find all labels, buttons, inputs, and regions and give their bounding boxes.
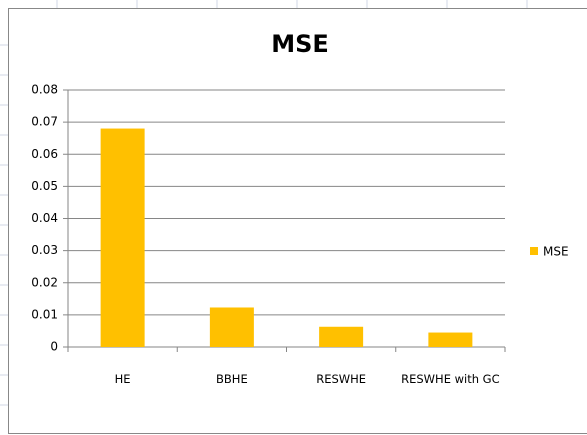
y-tick-label: 0.04 bbox=[31, 211, 58, 225]
x-tick-label-box: RESWHE with GC bbox=[401, 372, 500, 386]
y-tick-label: 0.05 bbox=[31, 179, 58, 193]
y-tick-label: 0.07 bbox=[31, 115, 58, 129]
chart-area bbox=[8, 8, 587, 434]
x-tick-label: RESWHE with GC bbox=[401, 372, 500, 386]
bar bbox=[319, 326, 364, 347]
legend-swatch bbox=[530, 247, 538, 255]
x-tick-label-box: BBHE bbox=[216, 372, 248, 386]
legend-label: MSE bbox=[543, 245, 569, 259]
x-tick-label-box: HE bbox=[114, 372, 131, 386]
sheet-lines bbox=[0, 0, 528, 406]
y-tick-label: 0.06 bbox=[31, 147, 58, 161]
x-tick-label: RESWHE bbox=[316, 372, 367, 386]
x-tick-label-box: RESWHE bbox=[316, 372, 367, 386]
y-tick-label: 0.01 bbox=[31, 307, 58, 321]
bar bbox=[428, 332, 473, 347]
bar bbox=[100, 128, 145, 347]
y-tick-label: 0.08 bbox=[31, 83, 58, 97]
y-tick-label: 0.02 bbox=[31, 275, 58, 289]
chart-title: MSE bbox=[271, 30, 329, 58]
y-tick-label: 0 bbox=[50, 340, 58, 354]
bar bbox=[209, 307, 254, 347]
x-tick-label: BBHE bbox=[216, 372, 248, 386]
y-tick-label: 0.03 bbox=[31, 243, 58, 257]
x-tick-label: HE bbox=[114, 372, 131, 386]
